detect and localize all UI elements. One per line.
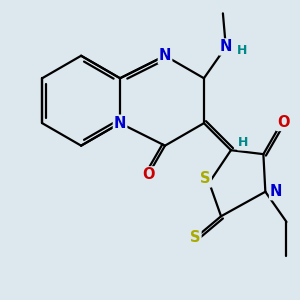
Text: S: S	[190, 230, 200, 245]
Text: N: N	[114, 116, 126, 131]
Text: O: O	[142, 167, 155, 182]
Text: N: N	[159, 48, 171, 63]
Text: H: H	[238, 136, 248, 149]
Text: N: N	[220, 39, 232, 54]
Text: S: S	[200, 172, 211, 187]
Text: H: H	[237, 44, 247, 57]
Text: N: N	[270, 184, 282, 199]
Text: O: O	[277, 115, 290, 130]
